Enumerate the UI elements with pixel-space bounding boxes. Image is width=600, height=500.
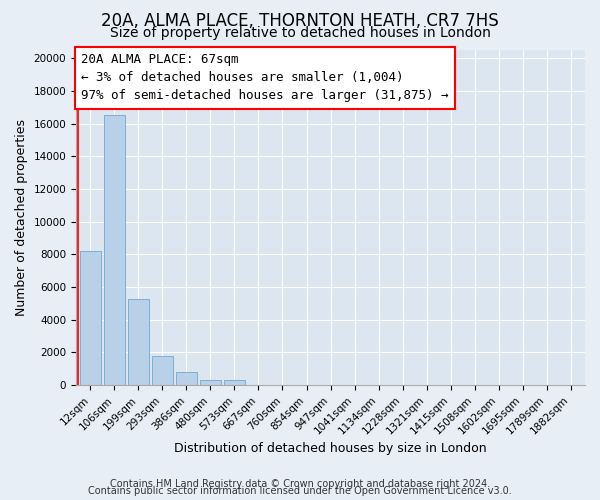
Text: 20A, ALMA PLACE, THORNTON HEATH, CR7 7HS: 20A, ALMA PLACE, THORNTON HEATH, CR7 7HS bbox=[101, 12, 499, 30]
X-axis label: Distribution of detached houses by size in London: Distribution of detached houses by size … bbox=[174, 442, 487, 455]
Bar bbox=[200, 380, 221, 385]
Bar bbox=[224, 380, 245, 385]
Text: Contains HM Land Registry data © Crown copyright and database right 2024.: Contains HM Land Registry data © Crown c… bbox=[110, 479, 490, 489]
Bar bbox=[128, 298, 149, 385]
Bar bbox=[176, 372, 197, 385]
Text: 20A ALMA PLACE: 67sqm
← 3% of detached houses are smaller (1,004)
97% of semi-de: 20A ALMA PLACE: 67sqm ← 3% of detached h… bbox=[81, 54, 449, 102]
Bar bbox=[80, 251, 101, 385]
Bar bbox=[152, 356, 173, 385]
Y-axis label: Number of detached properties: Number of detached properties bbox=[15, 119, 28, 316]
Text: Contains public sector information licensed under the Open Government Licence v3: Contains public sector information licen… bbox=[88, 486, 512, 496]
Bar bbox=[104, 116, 125, 385]
Text: Size of property relative to detached houses in London: Size of property relative to detached ho… bbox=[110, 26, 490, 40]
